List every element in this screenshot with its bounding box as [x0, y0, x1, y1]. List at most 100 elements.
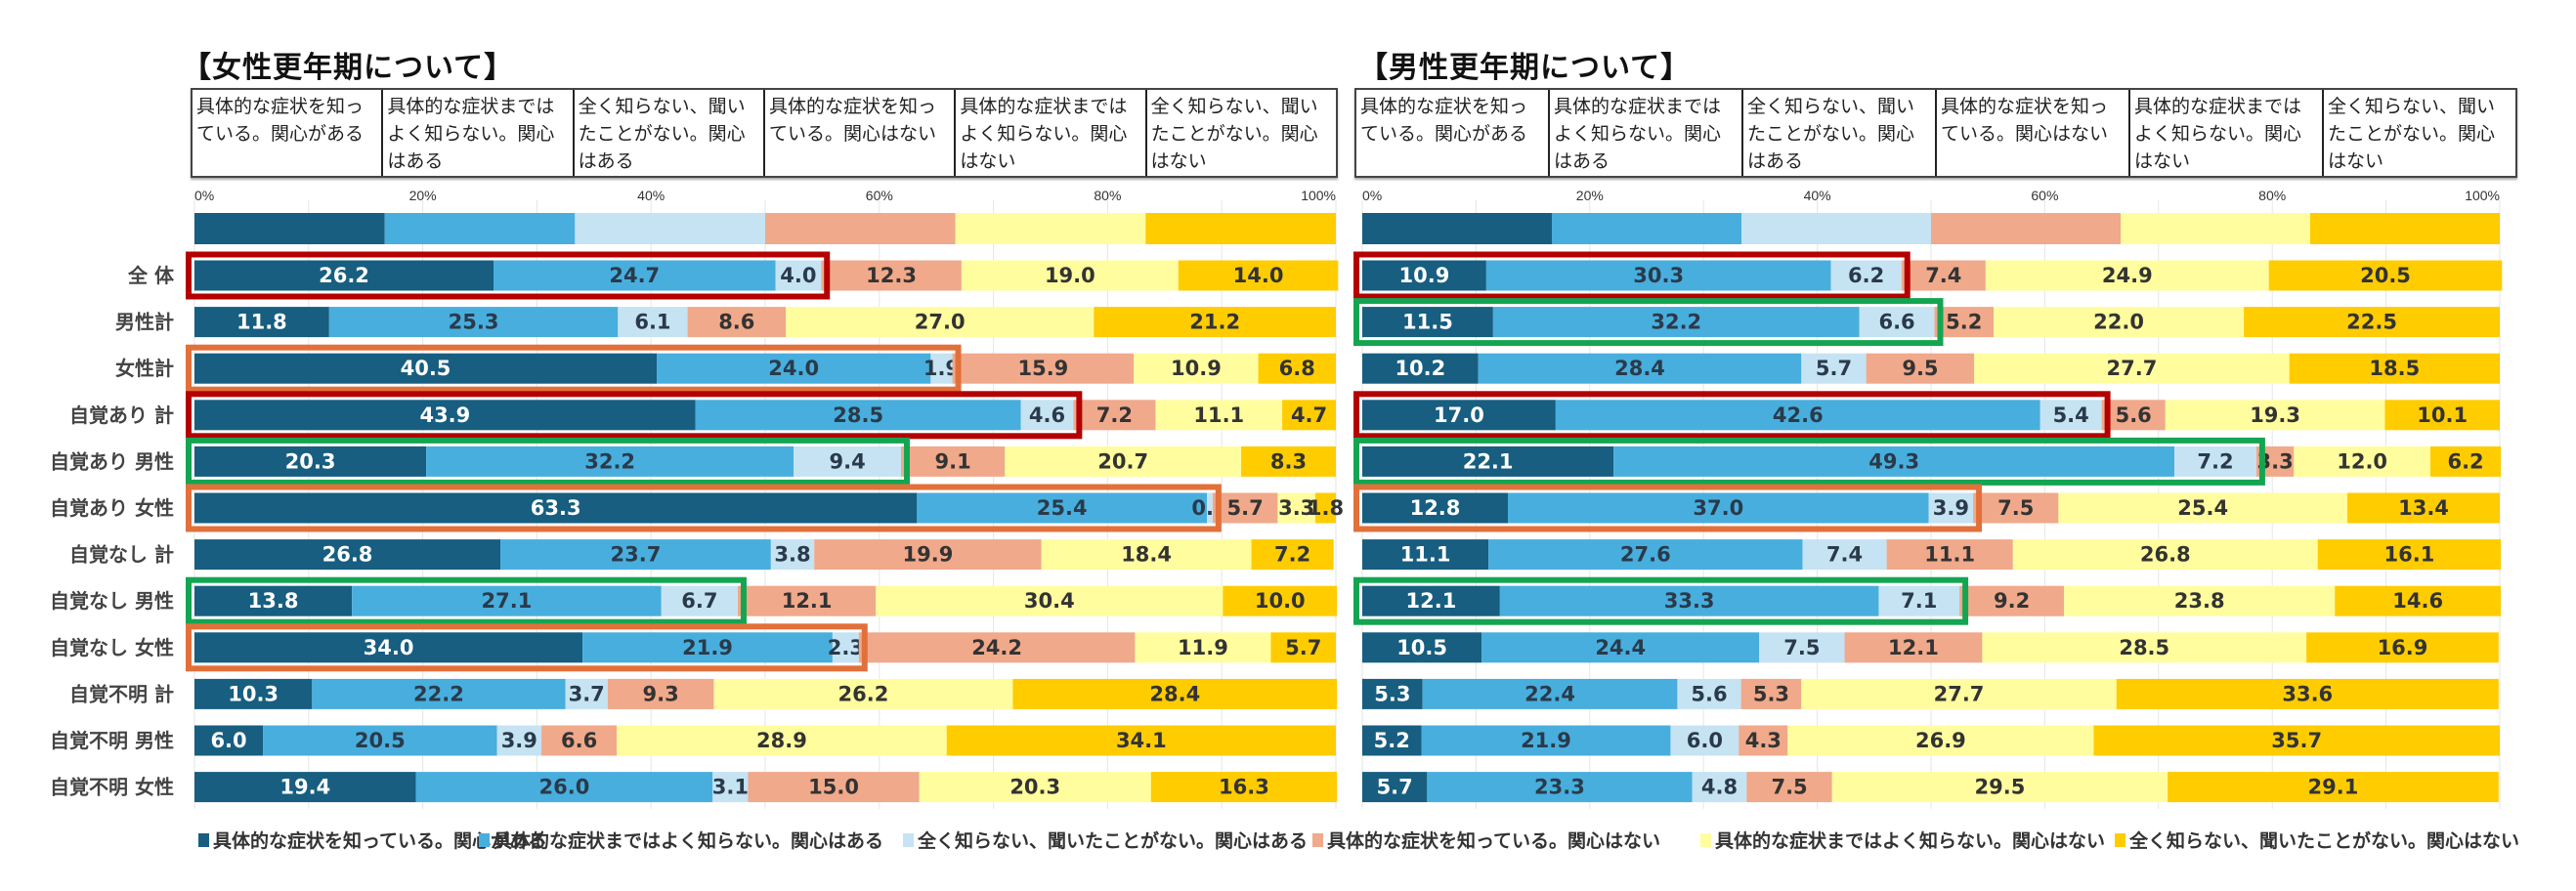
highlight-box: [1353, 251, 1911, 300]
row-label: 自覚不明 女性: [50, 776, 174, 799]
legend-swatch: [903, 832, 914, 847]
data-label: 6.1: [634, 311, 670, 334]
data-label: 20.3: [285, 449, 336, 473]
data-label: 6.6: [561, 729, 597, 752]
legend-item: 全く知らない、聞いたことがない。関心はない: [2115, 827, 2519, 853]
header-cell: 全く知らない、聞いたことがない。関心はない: [1150, 96, 1318, 172]
data-label: 23.3: [1534, 776, 1585, 799]
bar-segment: [1488, 539, 1803, 571]
bar-segment: [607, 678, 714, 709]
legend: 具体的な症状を知っている。関心がある 具体的な症状まではよく知らない。関心はある…: [0, 827, 2576, 856]
bar-segment: [1802, 539, 1887, 571]
legend-item: 具体的な症状まではよく知らない。関心はある: [479, 827, 883, 853]
bar-segment: [2268, 260, 2503, 291]
legend-swatch: [2115, 832, 2125, 847]
bar-segment: [713, 678, 1013, 709]
legend-label: 具体的な症状まではよく知らない。関心はある: [494, 830, 884, 852]
data-label: 25.3: [449, 311, 499, 334]
bar-segment: [1985, 260, 2269, 291]
data-label: 26.9: [1915, 729, 1966, 752]
bar-segment: [1934, 307, 1995, 338]
bar-segment: [194, 400, 696, 431]
bar-segment: [794, 446, 901, 477]
data-label: 27.7: [2107, 357, 2158, 380]
data-label: 26.2: [319, 264, 369, 287]
header-cell: 具体的な症状を知っている。関心がある: [193, 90, 384, 176]
data-label: 24.4: [1595, 636, 1646, 659]
bar-segment: [565, 678, 608, 709]
data-label: 12.1: [782, 589, 833, 613]
data-label: 22.2: [413, 682, 464, 705]
bar-segment: [712, 772, 749, 803]
data-label: 16.1: [2384, 543, 2435, 567]
header-cell: 具体的な症状を知っている。関心がある: [1356, 90, 1550, 176]
bar-segment: [1801, 353, 1867, 384]
bar-segment: [617, 725, 947, 756]
highlight-box: [186, 576, 747, 625]
data-label: 24.0: [768, 357, 819, 380]
data-label: 13.8: [248, 589, 299, 613]
data-label: 26.0: [539, 776, 590, 799]
bar-segment: [352, 585, 662, 616]
bar-segment: [1859, 307, 1935, 338]
header-cell: 具体的な症状まではよく知らない。関心はある: [1550, 90, 1743, 176]
data-label: 10.5: [1396, 636, 1447, 659]
data-label: 10.0: [1255, 589, 1306, 613]
bar-segment: [1844, 632, 1983, 663]
bar-segment: [1613, 446, 2175, 477]
bar-segment: [2306, 632, 2499, 663]
bar-segment: [2101, 400, 2166, 431]
bar-segment: [1973, 492, 2059, 524]
data-label: 49.3: [1868, 449, 1919, 473]
data-label: 23.7: [611, 543, 662, 567]
data-label: 10.3: [228, 682, 279, 705]
data-label: 9.1: [935, 449, 971, 473]
data-label: 11.1: [1193, 403, 1244, 427]
bar-segment: [1886, 539, 2013, 571]
data-label: 5.3: [1753, 682, 1789, 705]
row-label: 自覚なし 女性: [50, 636, 174, 659]
row-label: 全 体: [127, 264, 175, 287]
axis-tick-label: 100%: [1301, 188, 1336, 203]
bar-segment: [2058, 492, 2348, 524]
data-label: 5.4: [2053, 403, 2089, 427]
bar-segment: [876, 585, 1224, 616]
bar-segment: [2116, 678, 2499, 709]
bar-segment: [961, 260, 1179, 291]
data-label: 33.3: [1664, 589, 1715, 613]
bar-segment: [919, 772, 1151, 803]
bar-segment: [1362, 632, 1482, 663]
bar-segment: [500, 539, 771, 571]
data-label: 6.2: [2447, 449, 2483, 473]
legend-swatch: [1700, 832, 1711, 847]
bar-segment: [2347, 492, 2500, 524]
data-label: 7.5: [1783, 636, 1820, 659]
data-label: 10.1: [2417, 403, 2468, 427]
data-label: 18.5: [2369, 357, 2420, 380]
data-label: 17.0: [1434, 403, 1484, 427]
bar-segment: [1362, 725, 1422, 756]
highlight-box: [1353, 391, 2111, 440]
highlight-box: [186, 251, 831, 300]
bar-segment: [748, 772, 920, 803]
header-color-key: [575, 213, 765, 244]
data-label: 5.7: [1227, 496, 1264, 520]
data-label: 28.5: [833, 403, 883, 427]
legend-swatch: [1312, 832, 1323, 847]
data-label: 11.8: [236, 311, 287, 334]
data-label: 5.6: [1691, 682, 1727, 705]
bar-segment: [1362, 260, 1486, 291]
data-label: 7.5: [1771, 776, 1807, 799]
bar-segment: [1282, 400, 1336, 431]
header-color-key: [1362, 213, 1552, 244]
data-label: 22.0: [2093, 311, 2144, 334]
bar-segment: [946, 725, 1336, 756]
bar-segment: [328, 307, 619, 338]
bar-segment: [1901, 260, 1986, 291]
data-label: 11.9: [1178, 636, 1228, 659]
row-label: 自覚あり 女性: [50, 496, 174, 520]
bar-segment: [194, 492, 918, 524]
bar-segment: [821, 260, 962, 291]
axis-tick-label: 60%: [866, 188, 893, 203]
header-color-key: [2310, 213, 2500, 244]
